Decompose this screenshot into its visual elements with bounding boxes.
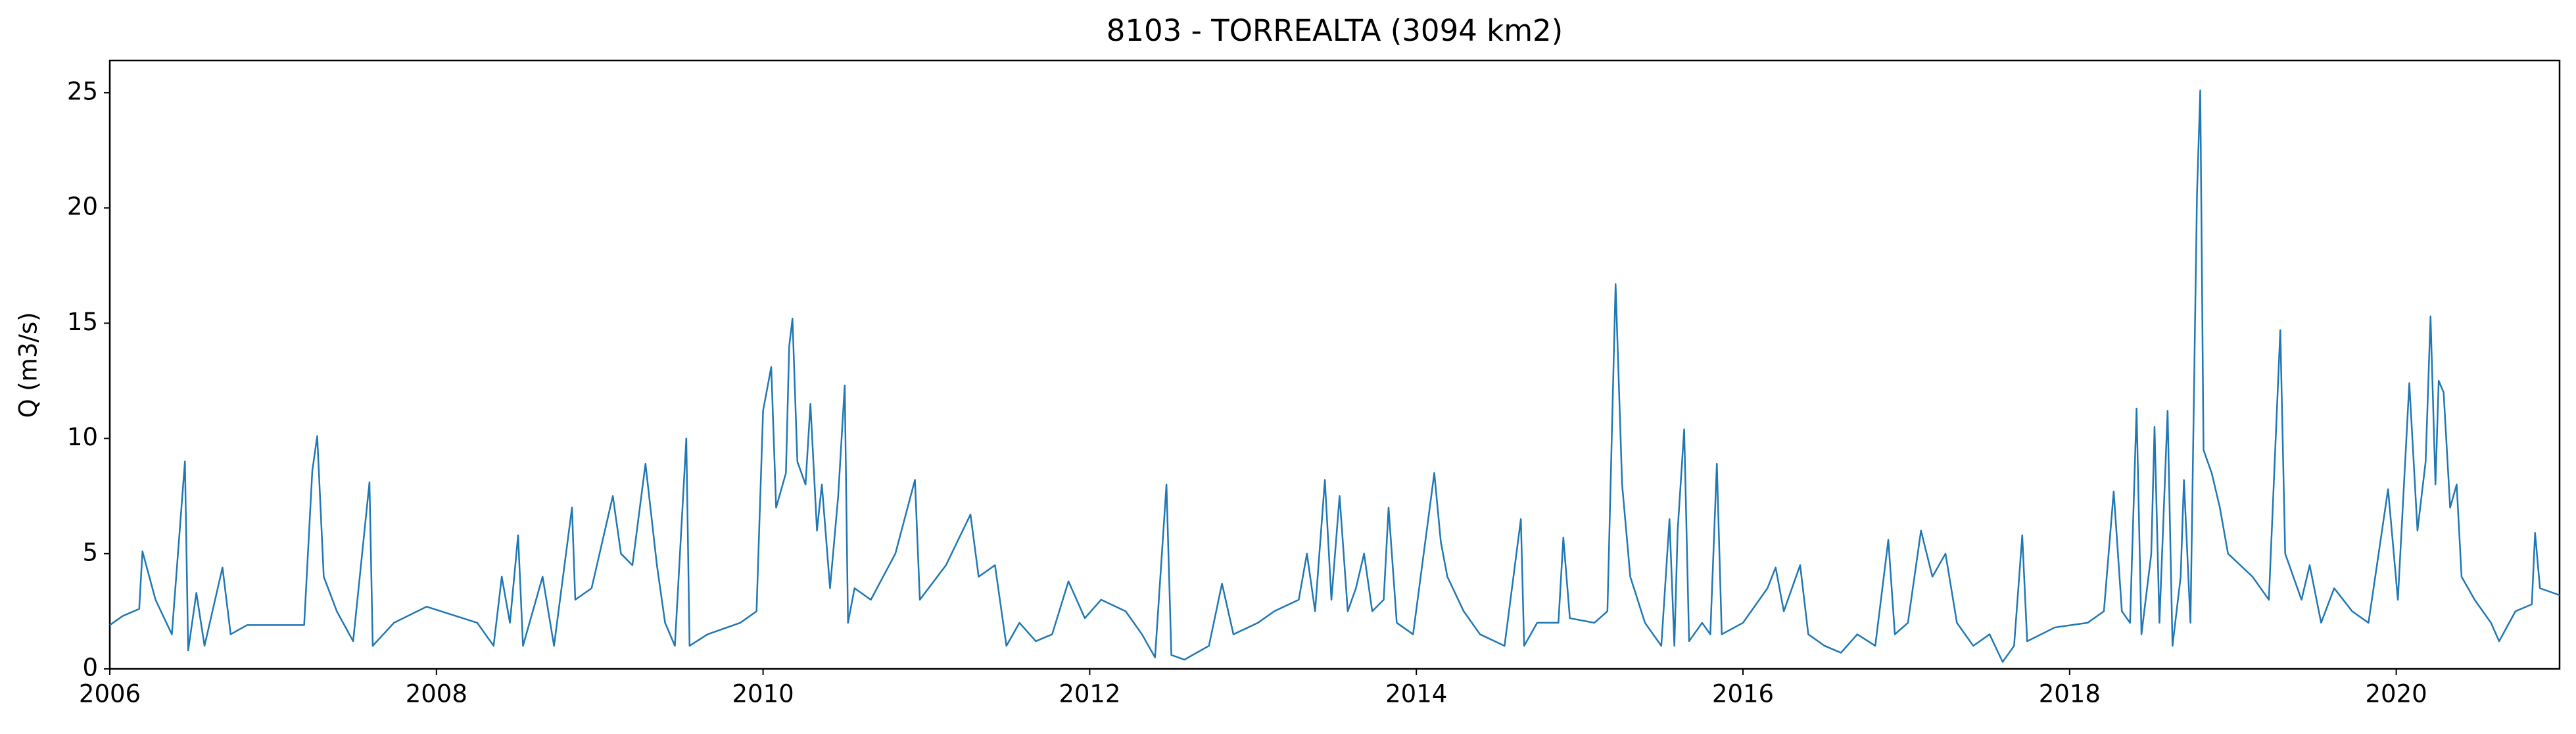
- x-tick-label: 2008: [406, 680, 467, 708]
- y-tick-label: 5: [82, 538, 98, 566]
- x-tick-label: 2020: [2366, 680, 2427, 708]
- y-tick-label: 25: [67, 78, 98, 106]
- y-tick-label: 20: [67, 193, 98, 221]
- y-axis-label: Q (m3/s): [14, 312, 43, 418]
- x-tick-label: 2014: [1385, 680, 1447, 708]
- data-line: [109, 89, 2560, 663]
- y-tick-label: 15: [67, 308, 98, 336]
- x-tick-label: 2010: [732, 680, 794, 708]
- y-tick-label: 0: [82, 654, 98, 682]
- chart-title: 8103 - TORREALTA (3094 km2): [1107, 13, 1563, 48]
- x-tick-label: 2016: [1712, 680, 1774, 708]
- y-tick-label: 10: [67, 423, 98, 451]
- x-tick-label: 2012: [1059, 680, 1120, 708]
- x-tick-label: 2006: [79, 680, 141, 708]
- plot-frame: [108, 59, 2561, 670]
- x-tick-label: 2018: [2039, 680, 2101, 708]
